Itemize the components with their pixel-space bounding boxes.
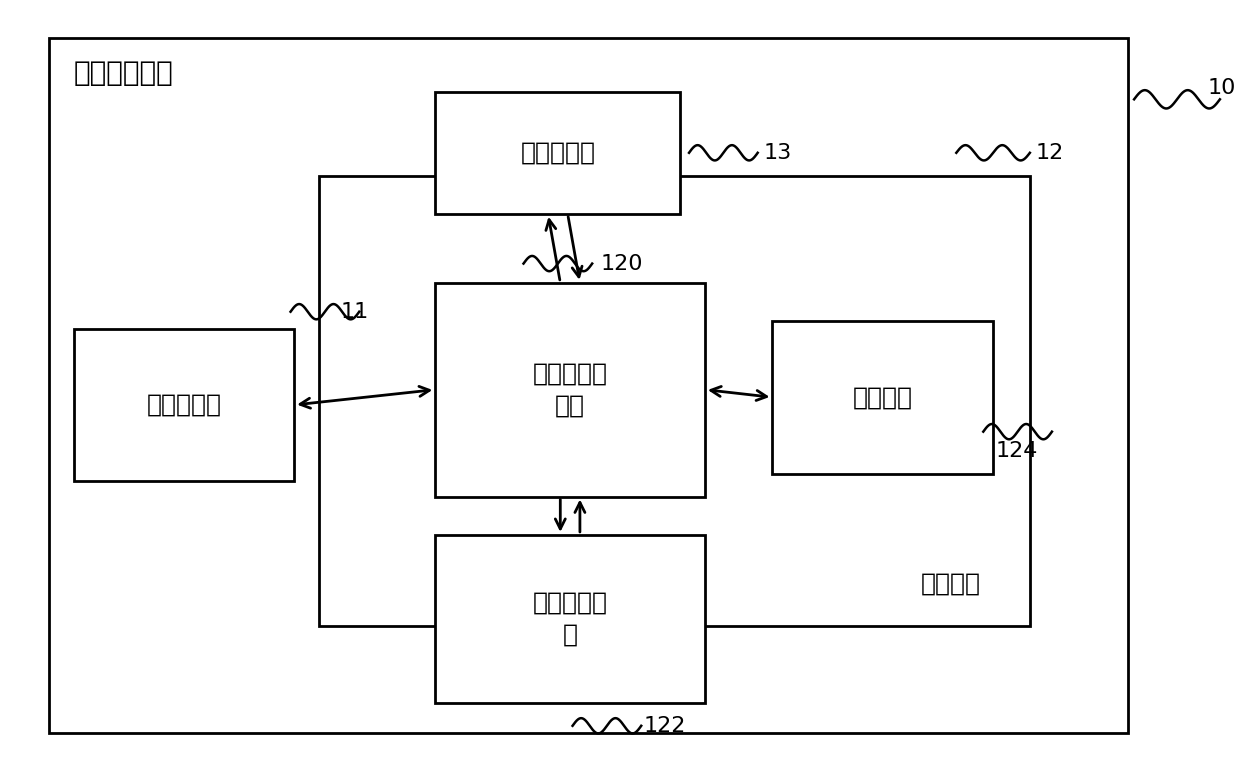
Text: 第二客户端: 第二客户端	[521, 141, 595, 165]
Bar	[319, 176, 1030, 626]
Text: 12: 12	[1035, 143, 1064, 163]
Text: 数据库服务
器: 数据库服务 器	[533, 591, 608, 646]
Text: 搜索引擎: 搜索引擎	[853, 385, 913, 410]
Text: 10: 10	[1208, 78, 1236, 98]
Text: 服务器端: 服务器端	[921, 572, 981, 596]
Text: 122: 122	[644, 716, 686, 736]
Bar	[50, 38, 1128, 733]
Text: 日志处理系统: 日志处理系统	[73, 59, 174, 86]
Text: 120: 120	[600, 254, 644, 274]
Bar	[773, 321, 993, 474]
Text: 124: 124	[996, 441, 1038, 461]
Bar	[73, 329, 294, 481]
Text: 11: 11	[341, 302, 370, 322]
Bar	[435, 92, 681, 214]
Text: 日志搜集服
务器: 日志搜集服 务器	[533, 362, 608, 417]
Bar	[435, 535, 706, 703]
Text: 第一客户端: 第一客户端	[146, 393, 222, 417]
Text: 13: 13	[764, 143, 792, 163]
Bar	[435, 283, 706, 497]
